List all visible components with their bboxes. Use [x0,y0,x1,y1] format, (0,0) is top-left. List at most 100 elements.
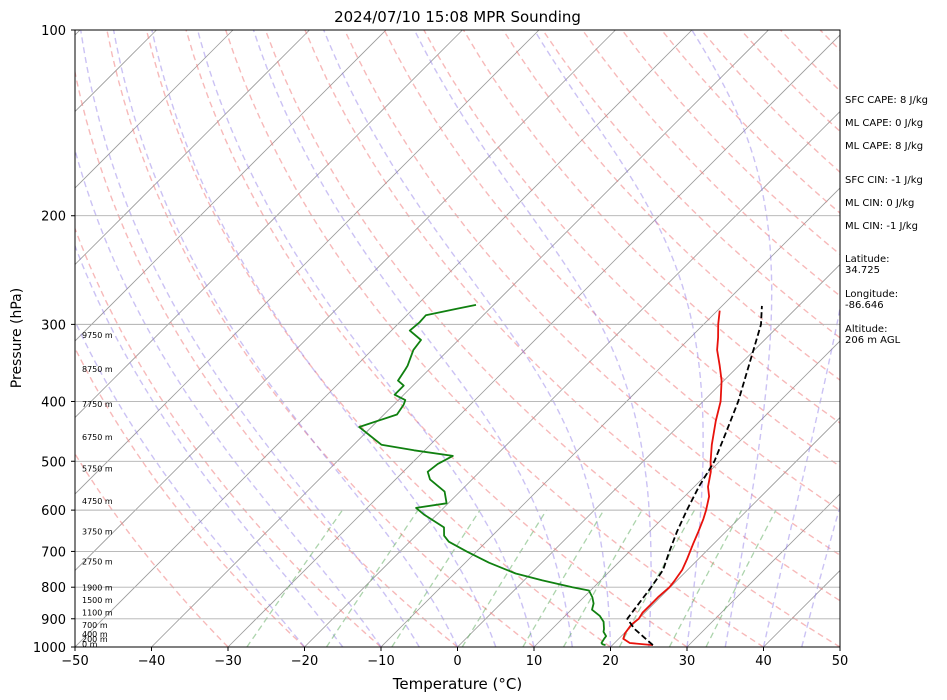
x-tick-label: −20 [291,654,318,669]
x-tick-label: −10 [367,654,394,669]
height-label: 7750 m [82,400,113,409]
x-tick-label: 50 [832,654,849,669]
dry-adiabat [106,30,535,647]
height-label: 5750 m [82,465,113,474]
y-tick-label: 800 [41,581,66,596]
height-label: 0 m [82,640,98,649]
dry-adiabat [343,30,840,556]
y-axis-label: Pressure (hPa) [9,288,25,388]
chart-title: 2024/07/10 15:08 MPR Sounding [334,8,581,26]
dry-adiabat [75,68,458,647]
mixing-ratio-line [562,509,643,647]
height-label: 8750 m [82,365,113,374]
isotherm [227,34,840,647]
sounding-index: ML CAPE: 0 J/kg [845,118,923,129]
isotherm [75,30,616,572]
isotherm [610,416,840,647]
y-tick-label: 900 [41,613,66,628]
moist-adiabat [413,30,652,647]
sounding-index: Latitude: [845,254,890,265]
x-tick-label: 30 [679,654,696,669]
moist-adiabat [196,30,535,647]
moist-adiabat [801,504,840,647]
height-label: 4750 m [82,497,113,506]
y-tick-label: 400 [41,395,66,410]
height-label: 200 m [82,635,108,644]
y-tick-label: 100 [41,24,66,39]
isotherm [75,30,234,189]
sounding-index: SFC CIN: -1 J/kg [845,175,923,186]
isotherm [0,30,4,647]
dry-adiabat [423,30,840,468]
sounding-traces [358,304,763,646]
isotherm [380,187,840,647]
sounding-index: ML CAPE: 8 J/kg [845,141,923,152]
x-tick-label: −50 [61,654,88,669]
y-tick-label: 700 [41,545,66,560]
isobar-gridlines [75,29,840,648]
x-tick-label: 10 [526,654,543,669]
sounding-index: SFC CAPE: 8 J/kg [845,95,928,106]
sounding-index: Altitude: [845,324,887,335]
mixing-ratio-line [522,509,605,647]
dry-adiabat [225,30,764,647]
height-label: 700 m [82,621,108,630]
moist-adiabat [323,30,612,647]
y-tick-label: 300 [41,318,66,333]
x-tick-label: −30 [214,654,241,669]
moist-adiabat [75,244,344,647]
dry-adiabat [75,226,382,647]
sounding-index: -86.646 [845,300,884,311]
x-tick-label: −40 [138,654,165,669]
sounding-index: 34.725 [845,265,880,276]
dry-adiabat [383,30,840,512]
moist-adiabat [112,30,459,647]
height-label: 6750 m [82,433,113,442]
moist-adiabat [75,147,382,647]
height-label: 1900 m [82,584,113,593]
isotherm [75,30,310,266]
sounding-index: ML CIN: -1 J/kg [845,221,918,232]
x-axis-label: Temperature (°C) [392,675,522,693]
height-label: 3750 m [82,527,113,536]
dewpoint-trace [358,304,607,646]
dry-adiabat [304,30,840,602]
moist-adiabat [151,30,497,647]
sounding-indices: SFC CAPE: 8 J/kg ML CAPE: 0 J/kg ML CAPE: … [845,95,928,346]
moist-adiabat [252,30,573,647]
moist-adiabat [533,30,704,647]
x-tick-label: 0 [453,654,461,669]
sounding-index: ML CIN: 0 J/kg [845,198,914,209]
moist-adiabat [80,30,420,647]
isotherm [75,30,463,419]
y-tick-label: 1000 [33,641,66,656]
temperature-trace [622,310,723,646]
mixing-ratio-line [705,509,777,647]
isotherm [304,110,840,647]
dry-adiabat [264,30,840,647]
parcel-trace [626,305,763,646]
y-axis-ticks: 100 200 300 400 500 600 700 800 900 1000 [33,24,75,656]
y-tick-label: 200 [41,210,66,225]
x-tick-label: 40 [755,654,772,669]
height-label: 2750 m [82,558,113,567]
background-lines [0,30,840,647]
isotherm [75,30,693,647]
y-tick-label: 500 [41,455,66,470]
isotherm [533,340,840,647]
isotherm [686,493,840,647]
sounding-index: 206 m AGL [845,335,901,346]
sounding-index: Longitude: [845,289,898,300]
height-label: 1100 m [82,609,113,618]
moist-adiabat [691,30,773,647]
moist-adiabat [762,304,840,647]
mixing-ratio-line [246,509,344,647]
mixing-ratio-line [668,509,743,647]
isotherm [151,30,769,647]
isotherm [75,30,387,342]
height-label: 1500 m [82,596,113,605]
isotherm [457,263,840,647]
